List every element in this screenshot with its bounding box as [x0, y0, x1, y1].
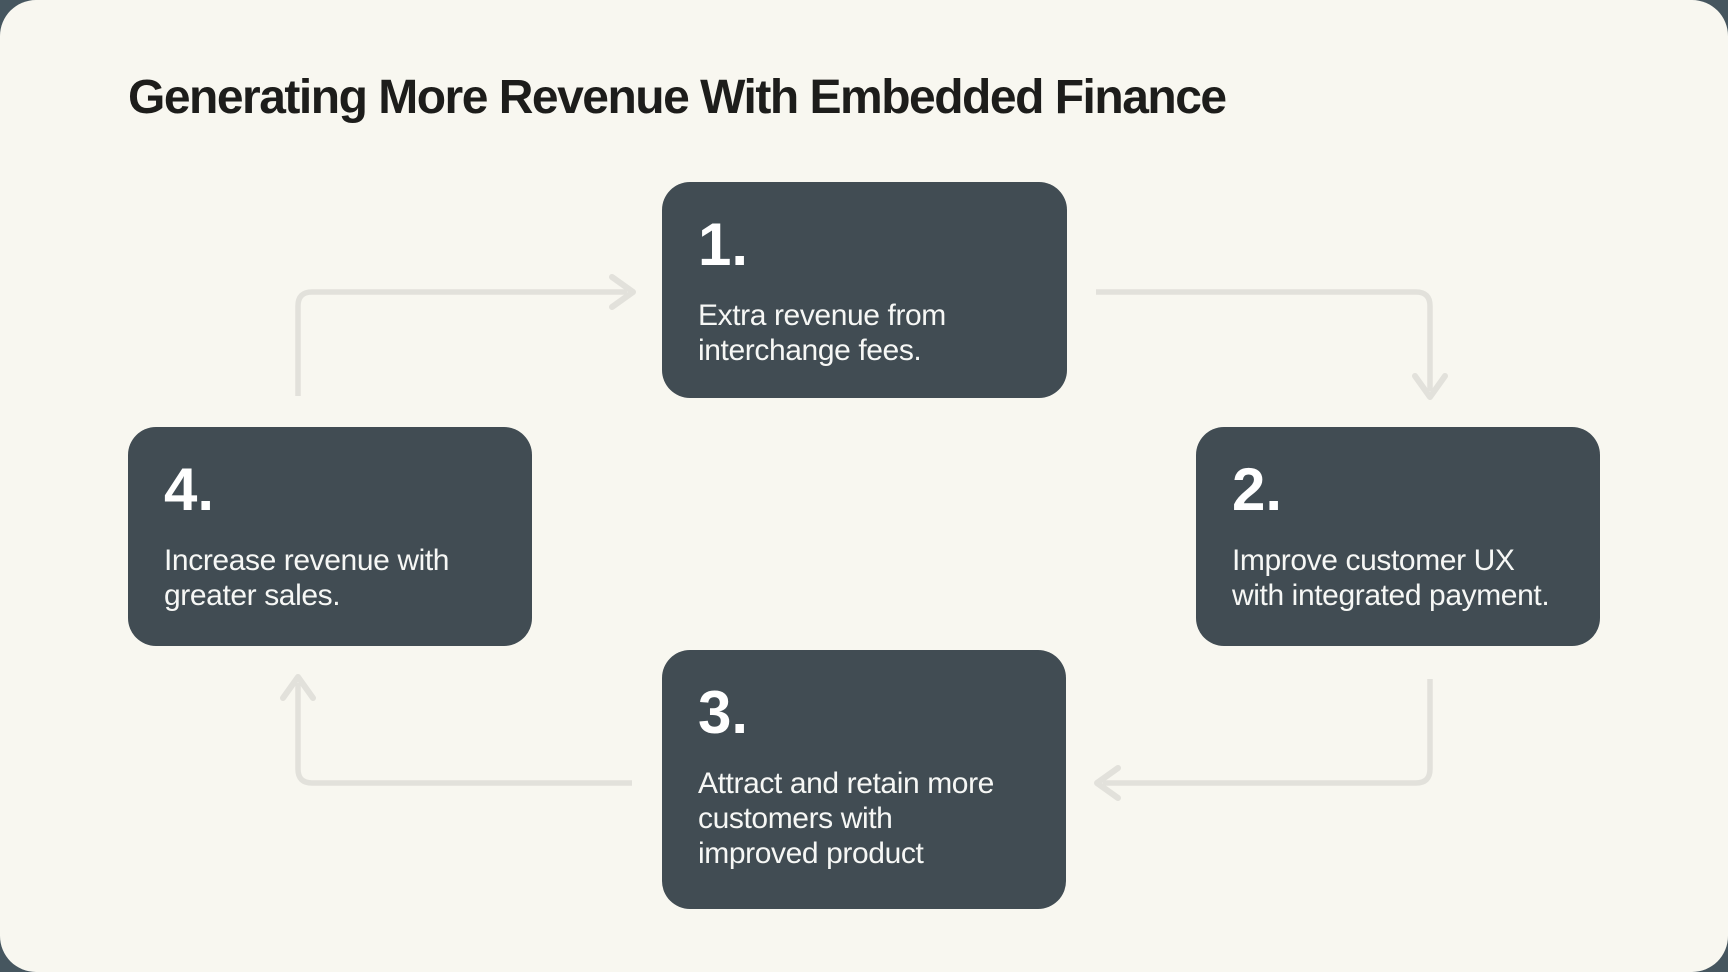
arrow-4-to-1-line: [295, 289, 627, 396]
step-4-text-line-1: Increase revenue with: [164, 544, 450, 577]
arrow-3-to-4-line: [295, 683, 632, 786]
step-1-text-line-2: interchange fees.: [698, 334, 922, 367]
arrowhead-up-icon: [280, 674, 316, 701]
step-3-text-line-2: customers with: [698, 802, 893, 835]
step-2-text-line-1: Improve customer UX: [1232, 544, 1515, 577]
step-1-text: Extra revenue from interchange fees.: [698, 298, 1031, 368]
step-1-number: 1.: [698, 211, 749, 278]
arrow-1-to-2-line: [1096, 289, 1433, 391]
step-card-3: 3. Attract and retain more customers wit…: [662, 650, 1066, 909]
step-card-2: 2. Improve customer UX with integrated p…: [1196, 427, 1600, 646]
step-3-number: 3.: [698, 679, 749, 746]
arrowhead-left-icon: [1094, 765, 1121, 801]
arrowhead-right-icon: [609, 274, 636, 310]
step-4-number: 4.: [164, 456, 215, 523]
arrowhead-down-icon: [1412, 373, 1448, 400]
step-3-text-line-1: Attract and retain more: [698, 767, 994, 800]
step-4-text: Increase revenue with greater sales.: [164, 543, 496, 613]
step-3-text: Attract and retain more customers with i…: [698, 766, 1030, 871]
step-card-1: 1. Extra revenue from interchange fees.: [662, 182, 1067, 398]
step-2-number: 2.: [1232, 456, 1283, 523]
step-3-text-line-3: improved product: [698, 837, 924, 870]
step-1-text-line-1: Extra revenue from: [698, 299, 946, 332]
step-card-4: 4. Increase revenue with greater sales.: [128, 427, 532, 646]
step-2-text-line-2: with integrated payment.: [1232, 579, 1550, 612]
step-2-text: Improve customer UX with integrated paym…: [1232, 543, 1564, 613]
arrow-2-to-3-line: [1103, 679, 1433, 786]
step-4-text-line-2: greater sales.: [164, 579, 341, 612]
page-title: Generating More Revenue With Embedded Fi…: [128, 71, 1227, 124]
